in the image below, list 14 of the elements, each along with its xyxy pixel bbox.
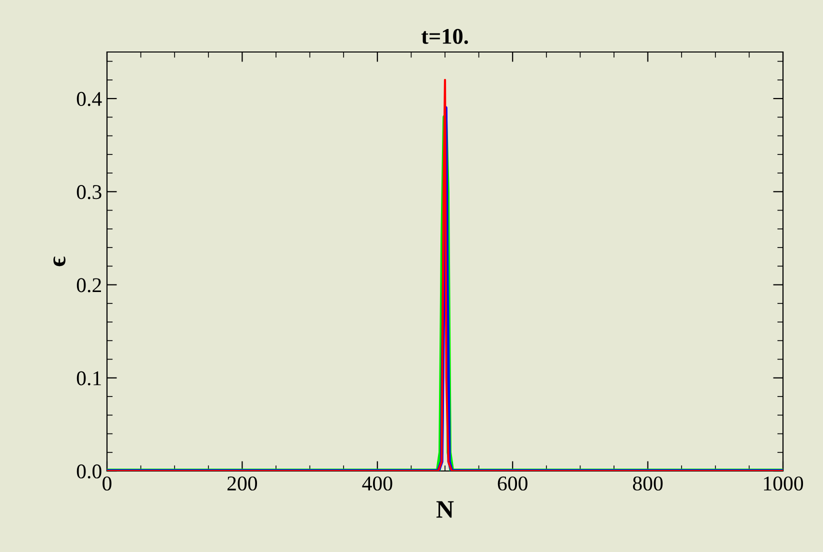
y-tick-label: 0.3 (76, 185, 102, 200)
x-tick-label: 200 (227, 476, 258, 491)
y-tick-label: 0.4 (76, 92, 102, 106)
y-tick-label: 0.1 (76, 371, 101, 386)
x-tick-label: 0 (102, 476, 112, 491)
y-tick-label: 0.0 (76, 464, 102, 479)
chart-title: t=10. (421, 28, 468, 44)
x-tick-label: 800 (632, 476, 663, 491)
x-axis-title: N (436, 501, 454, 518)
y-tick-label: 0.2 (76, 278, 101, 292)
x-tick-label: 400 (362, 476, 392, 491)
x-tick-label: 1000 (764, 476, 804, 491)
y-axis-title: ϵ (53, 256, 66, 266)
x-tick-label: 600 (498, 476, 528, 491)
